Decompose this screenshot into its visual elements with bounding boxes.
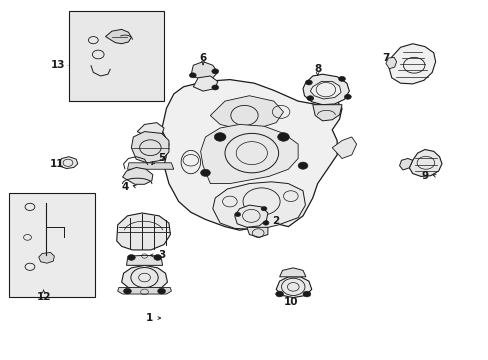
Polygon shape — [126, 255, 162, 265]
Polygon shape — [127, 163, 173, 169]
Text: 3: 3 — [158, 250, 165, 260]
Text: 7: 7 — [382, 53, 389, 63]
Circle shape — [154, 255, 161, 260]
Polygon shape — [279, 268, 305, 277]
Polygon shape — [59, 157, 78, 168]
Bar — [9, 193, 95, 297]
Circle shape — [214, 133, 225, 141]
Text: 13: 13 — [51, 60, 65, 70]
Polygon shape — [117, 213, 170, 250]
Bar — [69, 12, 163, 101]
Polygon shape — [193, 76, 217, 91]
Polygon shape — [122, 167, 153, 184]
Polygon shape — [161, 80, 341, 230]
Polygon shape — [276, 277, 311, 298]
Text: 1: 1 — [145, 313, 153, 323]
Polygon shape — [312, 105, 341, 121]
Polygon shape — [200, 125, 298, 184]
Circle shape — [303, 291, 310, 297]
Polygon shape — [210, 96, 283, 128]
Text: 2: 2 — [272, 216, 279, 226]
Polygon shape — [118, 288, 171, 294]
Text: 9: 9 — [421, 171, 427, 181]
Circle shape — [275, 291, 283, 297]
Polygon shape — [131, 132, 168, 163]
Circle shape — [306, 96, 313, 101]
Polygon shape — [331, 137, 356, 158]
Circle shape — [211, 85, 218, 90]
Polygon shape — [137, 123, 163, 139]
Circle shape — [277, 133, 289, 141]
Polygon shape — [212, 182, 305, 229]
Polygon shape — [234, 205, 267, 227]
Polygon shape — [105, 30, 131, 44]
Circle shape — [344, 94, 350, 99]
Polygon shape — [388, 44, 435, 84]
Circle shape — [261, 207, 266, 211]
Polygon shape — [122, 265, 167, 289]
Text: 12: 12 — [36, 292, 51, 302]
Circle shape — [123, 288, 131, 294]
Polygon shape — [39, 252, 54, 263]
Polygon shape — [399, 158, 412, 170]
Polygon shape — [310, 81, 340, 99]
Circle shape — [127, 255, 135, 260]
Polygon shape — [385, 57, 396, 69]
Text: 11: 11 — [49, 159, 64, 169]
Polygon shape — [190, 62, 217, 80]
Circle shape — [189, 73, 196, 78]
Text: 6: 6 — [199, 53, 206, 63]
Circle shape — [211, 69, 218, 74]
Text: 10: 10 — [283, 297, 298, 307]
Circle shape — [263, 221, 268, 225]
Circle shape — [305, 80, 312, 85]
Circle shape — [234, 212, 240, 217]
Polygon shape — [303, 74, 348, 105]
Text: 5: 5 — [158, 153, 165, 163]
Text: 8: 8 — [313, 64, 321, 74]
Polygon shape — [408, 149, 441, 176]
Circle shape — [298, 162, 307, 169]
Text: 4: 4 — [121, 182, 128, 192]
Polygon shape — [246, 227, 267, 237]
Circle shape — [158, 288, 165, 294]
Circle shape — [200, 169, 210, 176]
Circle shape — [338, 76, 345, 81]
